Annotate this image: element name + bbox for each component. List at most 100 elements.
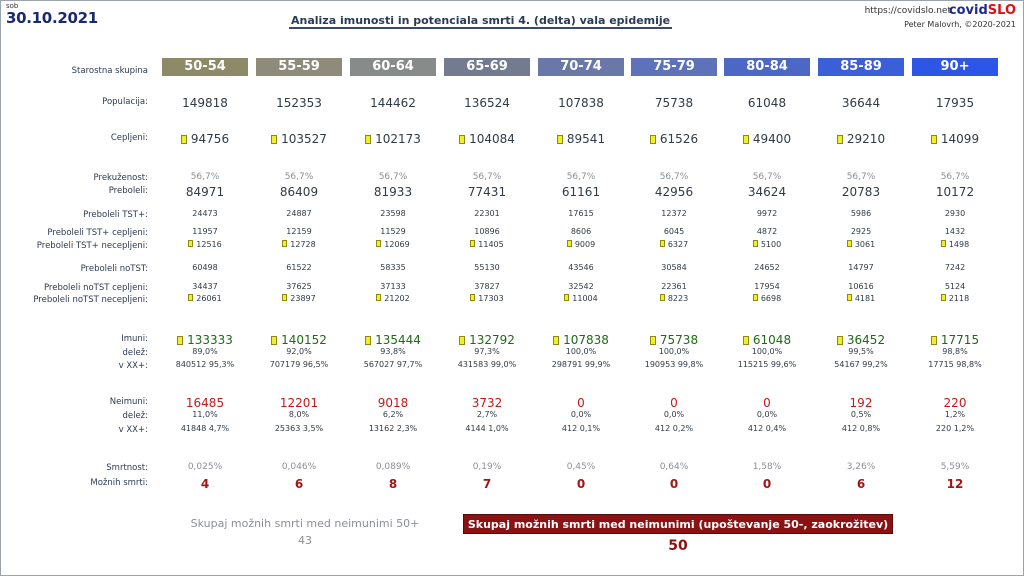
cell-immune-share: 98,8% — [912, 347, 998, 356]
cell-deaths: 7 — [444, 477, 530, 491]
cell-recovered: 34624 — [724, 185, 810, 199]
yellow-marker-icon — [846, 240, 852, 247]
cell-value: 7242 — [944, 263, 966, 272]
report-date: 30.10.2021 — [6, 9, 98, 27]
cell-value: 89,0% — [192, 347, 218, 356]
cell-value: 94756 — [190, 132, 230, 146]
cell-value: 9972 — [756, 209, 778, 218]
cell-no-tst: 43546 — [538, 263, 624, 272]
cell-value: 34437 — [192, 282, 218, 291]
summary-left-label: Skupaj možnih smrti med neimunimi 50+ — [190, 517, 420, 530]
cell-value: 12372 — [661, 209, 687, 218]
cell-immune-share: 100,0% — [538, 347, 624, 356]
cell-value: 103527 — [281, 132, 327, 146]
cell-tst-pos-unvax: 5100 — [724, 240, 810, 249]
cell-immune-xx: 840512 95,3% — [162, 360, 248, 369]
cell-value: 37133 — [380, 282, 406, 291]
cell-mortality: 0,64% — [631, 462, 717, 472]
cell-deaths: 0 — [538, 477, 624, 491]
cell-recovered-share: 56,7% — [350, 172, 436, 182]
row-label-recovered-share: Prekuženost: — [93, 173, 148, 183]
cell-immune-xx: 707179 96,5% — [256, 360, 342, 369]
summary-right-label: Skupaj možnih smrti med neimunimi (upošt… — [463, 514, 893, 534]
cell-value: 61048 — [747, 96, 787, 110]
author-credit: Peter Malovrh, ©2020-2021 — [904, 20, 1016, 29]
cell-value: 97,3% — [474, 347, 500, 356]
cell-value: 17715 — [940, 333, 980, 347]
cell-value: 220 1,2% — [935, 424, 975, 433]
row-label-no-tst-unvax: Preboleli noTST necepljeni: — [33, 295, 148, 305]
cell-population: 17935 — [912, 96, 998, 110]
cell-non-xx: 220 1,2% — [912, 424, 998, 433]
cell-value: 4 — [200, 477, 210, 491]
cell-non-share: 8,0% — [256, 410, 342, 419]
cell-non-immune: 3732 — [444, 396, 530, 410]
cell-value: 92,0% — [286, 347, 312, 356]
cell-non-xx: 4144 1,0% — [444, 424, 530, 433]
cell-value: 220 — [943, 396, 967, 410]
site-url[interactable]: https://covidslo.net — [864, 6, 951, 16]
cell-value: 77431 — [467, 185, 507, 199]
cell-non-share: 0,0% — [538, 410, 624, 419]
cell-value: 115215 99,6% — [737, 360, 797, 369]
brand-logo: covidSLO — [949, 3, 1016, 18]
cell-value: 2118 — [948, 294, 970, 303]
cell-recovered: 81933 — [350, 185, 436, 199]
cell-recovered-share: 56,7% — [162, 172, 248, 182]
cell-value: 12728 — [290, 240, 316, 249]
row-label-non-share: delež: — [122, 411, 148, 421]
age-group-header: 90+ — [912, 58, 998, 76]
cell-value: 4181 — [854, 294, 876, 303]
cell-value: 192 — [849, 396, 873, 410]
yellow-marker-icon — [271, 336, 278, 345]
cell-immune-share: 100,0% — [724, 347, 810, 356]
cell-immune-xx: 567027 97,7% — [350, 360, 436, 369]
cell-value: 6698 — [760, 294, 782, 303]
row-label-tst-pos-unvax: Preboleli TST+ necepljeni: — [36, 241, 148, 251]
cell-tst-pos: 24473 — [162, 209, 248, 218]
yellow-marker-icon — [177, 336, 184, 345]
yellow-marker-icon — [376, 240, 382, 247]
cell-mortality: 0,45% — [538, 462, 624, 472]
cell-value: 100,0% — [751, 347, 783, 356]
yellow-marker-icon — [752, 240, 758, 247]
cell-no-tst: 24652 — [724, 263, 810, 272]
cell-value: 12516 — [196, 240, 222, 249]
cell-value: 0,64% — [659, 462, 689, 472]
cell-value: 1432 — [944, 227, 966, 236]
cell-tst-pos: 24887 — [256, 209, 342, 218]
brand-part-a: covid — [948, 3, 988, 18]
cell-value: 140152 — [281, 333, 327, 347]
cell-non-immune: 0 — [724, 396, 810, 410]
cell-immune: 133333 — [162, 333, 248, 347]
cell-value: 1,2% — [944, 410, 966, 419]
cell-value: 100,0% — [565, 347, 597, 356]
cell-tst-pos-vax: 6045 — [631, 227, 717, 236]
cell-value: 6,2% — [382, 410, 404, 419]
cell-deaths: 6 — [256, 477, 342, 491]
yellow-marker-icon — [930, 135, 937, 144]
cell-value: 107838 — [558, 96, 604, 110]
cell-value: 152353 — [276, 96, 322, 110]
cell-value: 190953 99,8% — [644, 360, 704, 369]
cell-no-tst: 60498 — [162, 263, 248, 272]
cell-non-xx: 13162 2,3% — [350, 424, 436, 433]
cell-value: 7 — [482, 477, 492, 491]
age-group-header: 85-89 — [818, 58, 904, 76]
cell-value: 0,19% — [472, 462, 502, 472]
cell-recovered-share: 56,7% — [818, 172, 904, 182]
row-label-deaths: Možnih smrti: — [90, 478, 148, 488]
cell-value: 26061 — [196, 294, 222, 303]
cell-population: 75738 — [631, 96, 717, 110]
cell-immune-xx: 298791 99,9% — [538, 360, 624, 369]
row-label-group: Starostna skupina — [71, 66, 148, 76]
cell-no-tst-unvax: 6698 — [724, 294, 810, 303]
cell-value: 9009 — [574, 240, 596, 249]
cell-value: 6 — [294, 477, 304, 491]
cell-value: 6045 — [663, 227, 685, 236]
cell-value: 36452 — [846, 333, 886, 347]
cell-recovered: 10172 — [912, 185, 998, 199]
yellow-marker-icon — [742, 135, 749, 144]
cell-value: 5124 — [944, 282, 966, 291]
cell-value: 0,046% — [281, 462, 317, 472]
